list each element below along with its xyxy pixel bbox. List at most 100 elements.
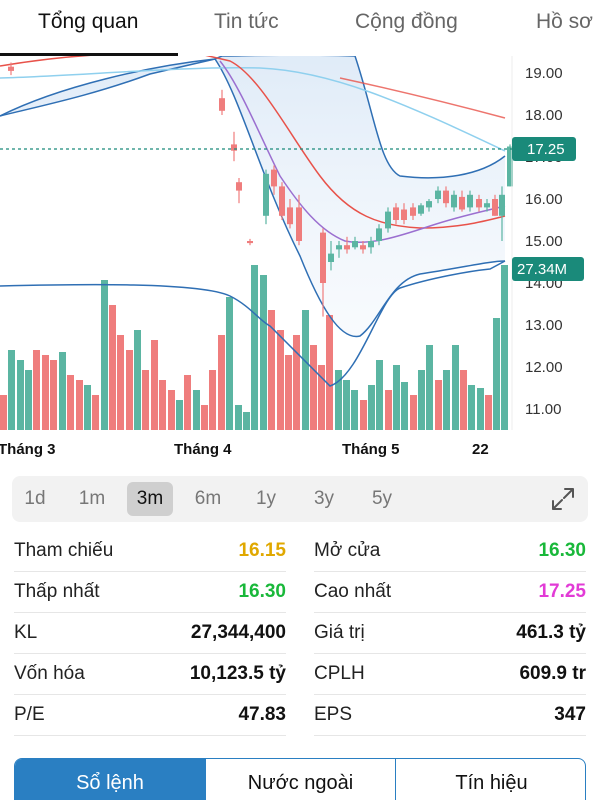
volume-bar	[310, 345, 317, 430]
stat-label: KL	[14, 622, 38, 643]
volume-bar	[393, 365, 400, 430]
stat-low: Thấp nhất 16.30	[14, 573, 286, 613]
volume-bar	[351, 390, 358, 430]
volume-bar	[493, 318, 500, 430]
tab-news[interactable]: Tin tức	[214, 10, 279, 33]
candle-body	[499, 194, 505, 216]
candle-body	[236, 182, 242, 191]
volume-bar	[485, 395, 492, 430]
stat-value: 17.25	[538, 581, 586, 602]
volume-bar	[501, 265, 508, 430]
volume-bar	[159, 380, 166, 430]
volume-bar	[84, 385, 91, 430]
stat-label: Mở cửa	[314, 540, 381, 561]
stat-value-traded: Giá trị 461.3 tỷ	[314, 614, 586, 654]
y-tick-label: 19.00	[525, 65, 563, 82]
volume-bar	[101, 280, 108, 430]
candle-body	[328, 253, 334, 262]
bottom-segment-control: Sổ lệnh Nước ngoài Tín hiệu	[14, 758, 586, 800]
stat-label: Cao nhất	[314, 581, 392, 602]
volume-badge-label: 27.34M	[517, 261, 567, 278]
volume-bar	[385, 390, 392, 430]
stat-value: 609.9 tr	[519, 663, 586, 684]
expand-icon[interactable]	[550, 486, 576, 512]
tab-foreign[interactable]: Nước ngoài	[205, 759, 395, 800]
volume-bar	[326, 315, 333, 430]
ma-medium-line	[0, 56, 506, 229]
period-6m[interactable]: 6m	[194, 488, 222, 509]
price-badge	[512, 137, 576, 161]
volume-bar	[33, 350, 40, 430]
x-tick-label: Tháng 3	[0, 441, 56, 458]
period-3m[interactable]: 3m	[127, 482, 173, 516]
volume-bar	[50, 360, 57, 430]
period-selector: 1d 1m 3m 6m 1y 3y 5y	[12, 476, 588, 522]
ma-short-line	[219, 60, 506, 244]
volume-bar	[226, 297, 233, 430]
stats-row: KL 27,344,400 Giá trị 461.3 tỷ	[0, 614, 600, 654]
volume-bar	[59, 352, 66, 430]
volume-bar	[42, 355, 49, 430]
candle-body	[287, 207, 293, 225]
candle-body	[247, 241, 253, 244]
tab-profile[interactable]: Hồ sơ	[536, 10, 593, 33]
volume-bar	[443, 370, 450, 430]
candle-body	[507, 146, 513, 187]
candle-body	[410, 207, 416, 216]
y-tick-label: 15.00	[525, 233, 563, 250]
stat-reference: Tham chiếu 16.15	[14, 532, 286, 572]
volume-bar	[109, 305, 116, 430]
y-tick-label: 11.00	[525, 401, 561, 418]
period-1y[interactable]: 1y	[255, 488, 277, 509]
stats-row: P/E 47.83 EPS 347	[0, 696, 600, 736]
period-5y[interactable]: 5y	[371, 488, 393, 509]
candle-body	[467, 194, 473, 208]
bollinger-lower-line	[0, 58, 506, 338]
active-tab-indicator	[0, 53, 178, 56]
volume-bar	[209, 370, 216, 430]
stats-row: Thấp nhất 16.30 Cao nhất 17.25	[0, 573, 600, 613]
volume-bar	[293, 335, 300, 430]
x-tick-label: Tháng 5	[342, 441, 400, 458]
volume-bar	[193, 390, 200, 430]
volume-bar	[235, 405, 242, 430]
ma-long-line	[0, 67, 506, 152]
candle-body	[320, 232, 326, 283]
volume-bar	[76, 380, 83, 430]
volume-bar	[201, 405, 208, 430]
period-1m[interactable]: 1m	[78, 488, 106, 509]
candle-body	[279, 186, 285, 216]
tab-overview[interactable]: Tổng quan	[38, 10, 139, 33]
tab-community[interactable]: Cộng đồng	[355, 10, 458, 33]
stat-value: 47.83	[238, 704, 286, 725]
volume-bar	[343, 380, 350, 430]
price-chart[interactable]: 19.0018.0017.0016.0015.0014.0013.0012.00…	[0, 56, 600, 460]
volume-badge	[512, 257, 584, 281]
candle-body	[336, 245, 342, 250]
volume-bar	[302, 310, 309, 430]
stat-label: EPS	[314, 704, 353, 725]
stats-row: Vốn hóa 10,123.5 tỷ CPLH 609.9 tr	[0, 655, 600, 695]
tab-order-book[interactable]: Sổ lệnh	[15, 759, 205, 800]
candle-body	[296, 207, 302, 241]
tab-signals[interactable]: Tín hiệu	[395, 759, 585, 800]
candle-body	[459, 196, 465, 210]
stat-volume: KL 27,344,400	[14, 614, 286, 654]
volume-bar	[335, 370, 342, 430]
period-1d[interactable]: 1d	[24, 488, 46, 509]
volume-bar	[260, 275, 267, 430]
candle-body	[476, 199, 482, 208]
y-tick-label: 18.00	[525, 107, 563, 124]
volume-bar	[67, 375, 74, 430]
volume-bar	[142, 370, 149, 430]
stat-value: 16.15	[238, 540, 286, 561]
volume-bar	[218, 335, 225, 430]
volume-bar	[410, 395, 417, 430]
stat-value: 16.30	[238, 581, 286, 602]
candle-body	[393, 207, 399, 220]
candle-body	[376, 228, 382, 241]
period-3y[interactable]: 3y	[313, 488, 335, 509]
volume-bar	[8, 350, 15, 430]
volume-bar	[468, 385, 475, 430]
candle-body	[352, 241, 358, 248]
